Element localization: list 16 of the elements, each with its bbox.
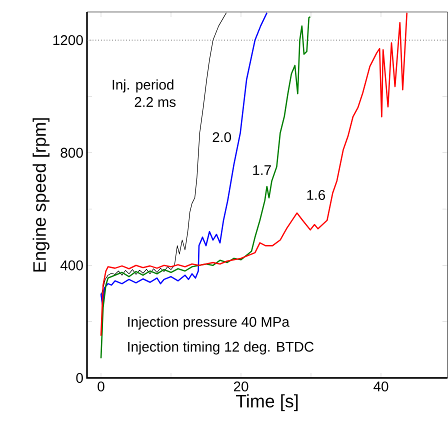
x-tick-label: 20 (234, 382, 248, 392)
x-tick-label: 40 (374, 382, 388, 392)
annotation: Injection timing 12 deg. BTDC (128, 341, 314, 354)
annotation: Injection pressure 40 MPa (128, 316, 290, 330)
annotation: Inj. period (112, 79, 174, 92)
series-label: 2.0 (212, 132, 232, 142)
x-tick-label: 0 (98, 382, 104, 392)
series-label: 1.7 (253, 165, 271, 175)
series-label: 1.6 (307, 190, 326, 200)
y-tick-label: 400 (60, 260, 83, 270)
y-axis-title: Engine speed [rpm] (32, 118, 50, 272)
x-axis-title: Time [s] (236, 394, 298, 412)
y-tick-label: 800 (60, 148, 83, 158)
y-tick-label: 1200 (53, 35, 83, 46)
series-label: 2.2 ms (134, 97, 176, 107)
y-tick-label: 0 (76, 373, 83, 383)
